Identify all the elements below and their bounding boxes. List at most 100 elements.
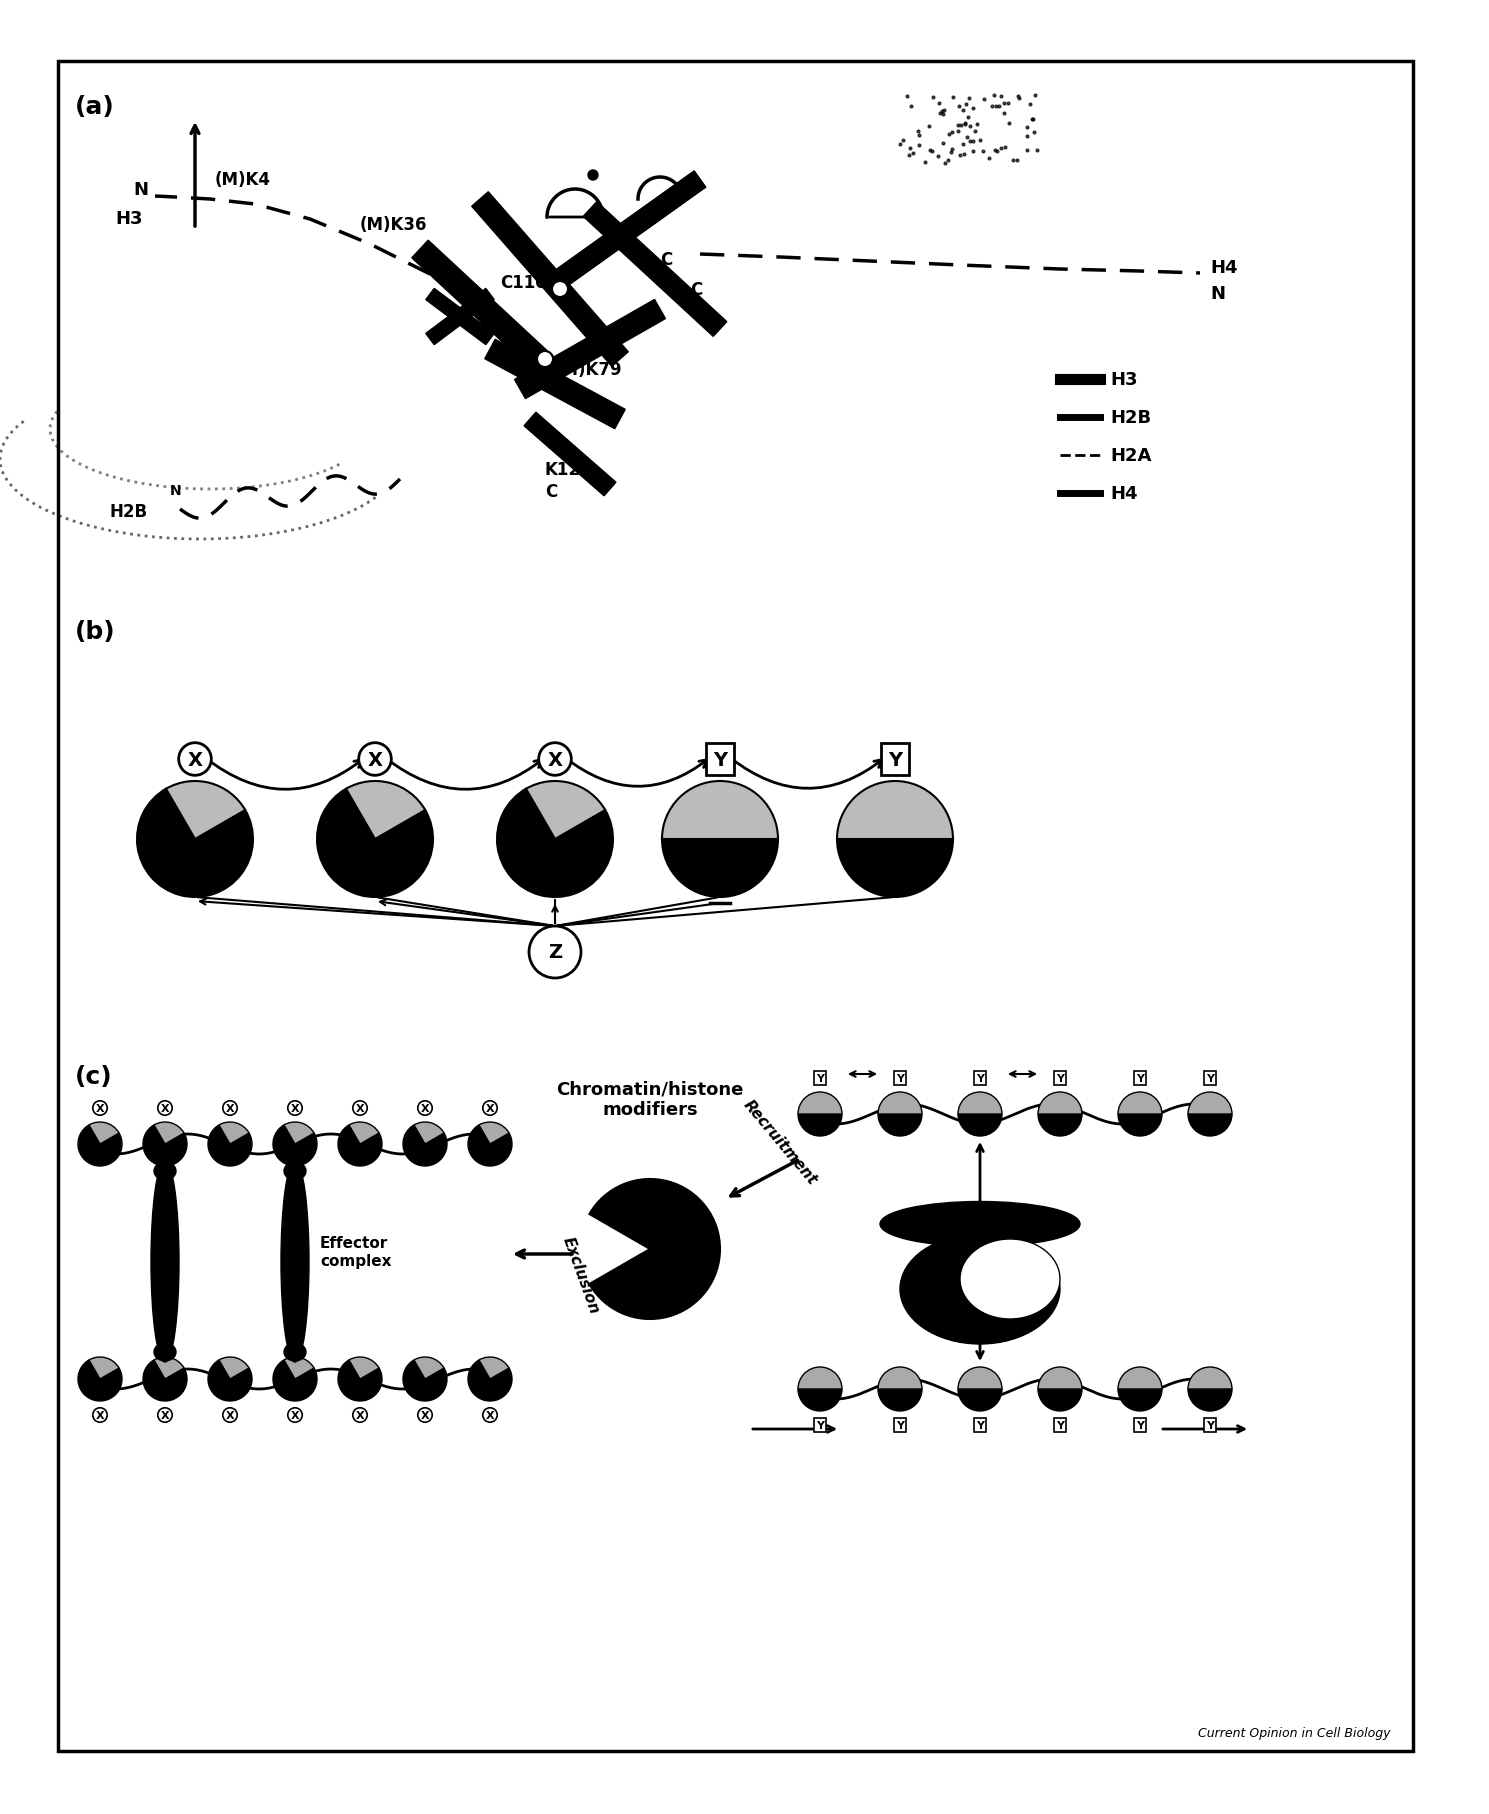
Point [953, 140, 977, 169]
Text: Y: Y [1056, 1420, 1065, 1429]
Wedge shape [143, 1125, 188, 1166]
Polygon shape [554, 172, 706, 288]
Point [1018, 91, 1042, 120]
Text: (b): (b) [74, 620, 116, 644]
Point [898, 141, 922, 171]
Text: Y: Y [975, 1074, 984, 1083]
Wedge shape [414, 1123, 444, 1145]
Point [941, 83, 965, 112]
Point [965, 111, 989, 140]
Wedge shape [1038, 1390, 1083, 1411]
Wedge shape [468, 1360, 512, 1400]
Ellipse shape [153, 1342, 176, 1360]
Point [946, 111, 969, 140]
Wedge shape [957, 1114, 1002, 1136]
Polygon shape [412, 241, 569, 388]
Wedge shape [165, 782, 246, 840]
Wedge shape [284, 1123, 314, 1145]
Text: N: N [1211, 285, 1225, 303]
Wedge shape [77, 1125, 122, 1166]
Wedge shape [153, 1357, 185, 1379]
Point [962, 127, 986, 156]
Wedge shape [272, 1360, 317, 1400]
Polygon shape [426, 288, 494, 345]
Point [907, 122, 931, 151]
Point [947, 93, 971, 122]
Polygon shape [472, 192, 628, 366]
Wedge shape [1118, 1114, 1161, 1136]
Wedge shape [957, 1368, 1002, 1390]
Point [889, 131, 913, 160]
Text: Y: Y [713, 749, 727, 769]
Point [899, 93, 923, 122]
Wedge shape [1188, 1368, 1231, 1390]
Point [929, 100, 953, 129]
Wedge shape [663, 840, 777, 898]
Point [951, 96, 975, 125]
Point [950, 112, 974, 141]
Text: Recruitment: Recruitment [740, 1097, 819, 1188]
Point [996, 89, 1020, 118]
Wedge shape [879, 1092, 922, 1114]
Text: Y: Y [1206, 1420, 1214, 1429]
Wedge shape [1188, 1092, 1231, 1114]
Point [931, 129, 954, 158]
Text: Y: Y [896, 1074, 904, 1083]
Text: (M)K36: (M)K36 [360, 216, 427, 234]
Text: H3: H3 [116, 210, 143, 229]
Wedge shape [879, 1114, 922, 1136]
Text: X: X [161, 1409, 170, 1420]
Text: X: X [485, 1103, 494, 1114]
Point [954, 123, 978, 152]
Text: Chromatin/histone
modifiers: Chromatin/histone modifiers [557, 1079, 743, 1117]
Wedge shape [345, 782, 426, 840]
Text: H2B: H2B [110, 502, 147, 521]
Wedge shape [590, 1179, 721, 1319]
Point [980, 93, 1004, 122]
Wedge shape [798, 1368, 841, 1390]
Text: X: X [368, 749, 383, 769]
Wedge shape [89, 1123, 119, 1145]
Point [1005, 147, 1029, 176]
Point [917, 112, 941, 141]
Wedge shape [1188, 1390, 1231, 1411]
Text: Exclusion: Exclusion [560, 1234, 602, 1315]
Wedge shape [77, 1360, 122, 1400]
Wedge shape [1038, 1092, 1083, 1114]
Text: X: X [356, 1103, 365, 1114]
Text: Z: Z [548, 943, 561, 961]
Point [1020, 105, 1044, 134]
Text: X: X [290, 1103, 299, 1114]
Wedge shape [219, 1123, 249, 1145]
Wedge shape [284, 1357, 314, 1379]
Text: X: X [188, 749, 203, 769]
Wedge shape [957, 1092, 1002, 1114]
Point [981, 82, 1005, 111]
Circle shape [529, 927, 581, 978]
Text: Y: Y [975, 1420, 984, 1429]
Text: K120: K120 [545, 461, 593, 479]
Circle shape [588, 171, 599, 181]
Text: X: X [421, 1103, 429, 1114]
Point [895, 83, 919, 112]
Point [901, 140, 925, 169]
Point [953, 111, 977, 140]
Wedge shape [1118, 1092, 1161, 1114]
Wedge shape [414, 1357, 444, 1379]
Wedge shape [338, 1360, 383, 1400]
Wedge shape [1038, 1114, 1083, 1136]
Wedge shape [89, 1357, 119, 1379]
Point [1021, 120, 1045, 149]
Point [971, 136, 995, 165]
Wedge shape [798, 1114, 841, 1136]
Text: Y: Y [1136, 1420, 1144, 1429]
Point [940, 136, 963, 165]
Wedge shape [663, 782, 777, 840]
Point [946, 118, 969, 147]
Point [968, 127, 992, 156]
Point [1023, 82, 1047, 111]
Point [959, 112, 983, 141]
Wedge shape [837, 782, 953, 840]
Wedge shape [879, 1368, 922, 1390]
Point [989, 83, 1013, 112]
